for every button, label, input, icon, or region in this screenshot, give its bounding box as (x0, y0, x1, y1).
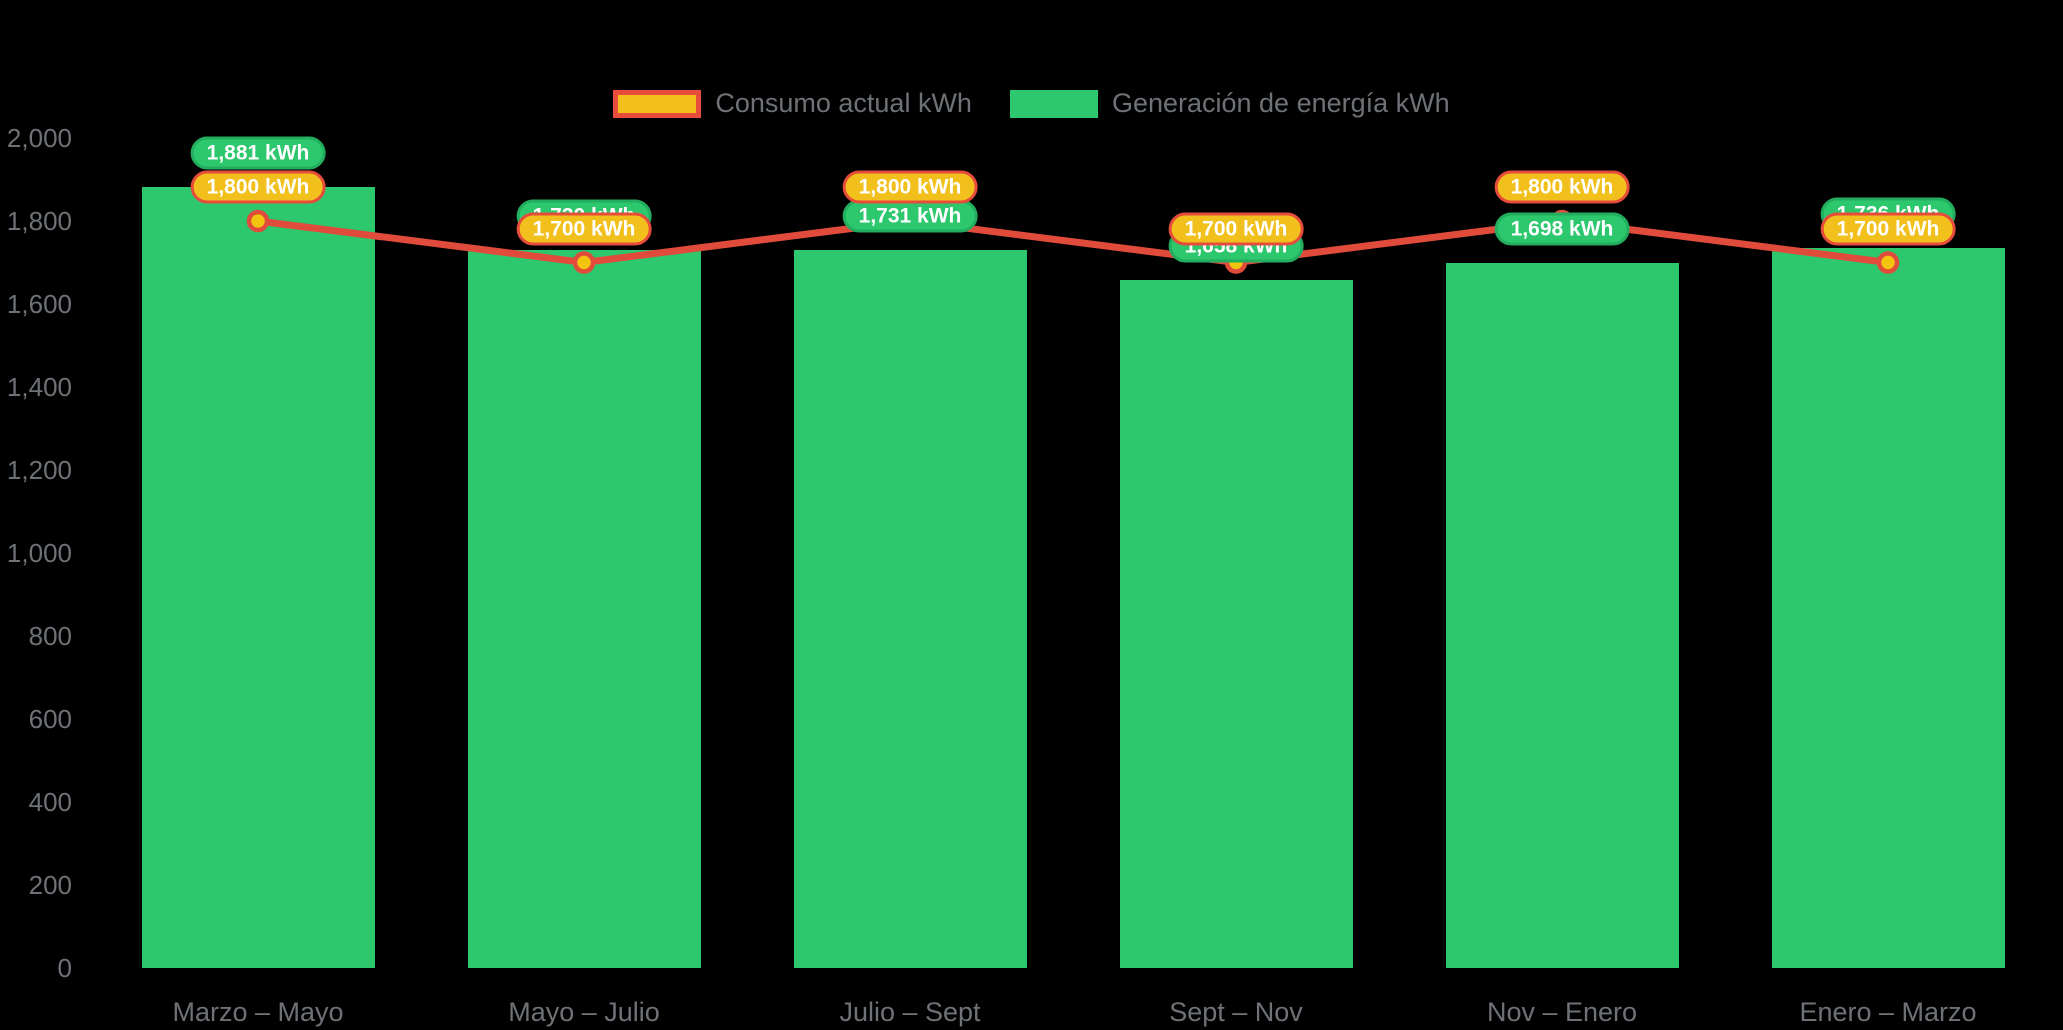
generation-value-label: 1,698 kWh (1494, 212, 1630, 246)
generation-bar (467, 250, 701, 968)
generation-bar (1119, 279, 1353, 968)
consumption-value-label: 1,700 kWh (1168, 212, 1304, 245)
legend-label-generacion: Generación de energía kWh (1111, 88, 1450, 118)
consumption-value-label: 1,700 kWh (1820, 212, 1956, 245)
y-tick-label: 1,600 (6, 289, 72, 319)
consumption-value-label: 1,700 kWh (516, 212, 652, 245)
x-tick-label: Julio – Sept (839, 997, 981, 1027)
y-tick-label: 0 (57, 953, 72, 983)
generation-bar (793, 249, 1027, 968)
y-tick-label: 400 (28, 787, 72, 817)
x-tick-label: Marzo – Mayo (172, 997, 344, 1027)
generacion-swatch-icon (1009, 89, 1098, 118)
y-tick-label: 600 (28, 704, 72, 734)
generation-value-label: 1,881 kWh (190, 136, 326, 170)
consumption-value-label: 1,800 kWh (842, 170, 978, 204)
generation-bar (1445, 263, 1679, 968)
generation-bar (1771, 247, 2005, 968)
x-tick-label: Enero – Marzo (1799, 997, 1977, 1027)
legend-item-generacion[interactable]: Generación de energía kWh (1009, 88, 1450, 119)
y-tick-label: 2,000 (6, 123, 72, 153)
x-tick-label: Nov – Enero (1486, 997, 1638, 1027)
x-tick-label: Mayo – Julio (508, 997, 660, 1027)
legend-label-consumo: Consumo actual kWh (715, 88, 972, 118)
chart-legend: Consumo actual kWh Generación de energía… (0, 88, 2063, 119)
y-tick-label: 1,000 (6, 538, 72, 568)
generation-value-label: 1,731 kWh (842, 199, 978, 233)
consumption-value-label: 1,800 kWh (1494, 170, 1630, 204)
y-tick-label: 1,800 (6, 206, 72, 236)
y-tick-label: 800 (28, 621, 72, 651)
consumption-value-label: 1,800 kWh (190, 170, 326, 204)
x-tick-label: Sept – Nov (1169, 997, 1303, 1027)
generation-bar (141, 187, 375, 968)
consumo-swatch-icon (613, 89, 702, 118)
legend-item-consumo[interactable]: Consumo actual kWh (613, 88, 972, 119)
y-tick-label: 1,200 (6, 455, 72, 485)
y-tick-label: 200 (28, 870, 72, 900)
y-tick-label: 1,400 (6, 372, 72, 402)
